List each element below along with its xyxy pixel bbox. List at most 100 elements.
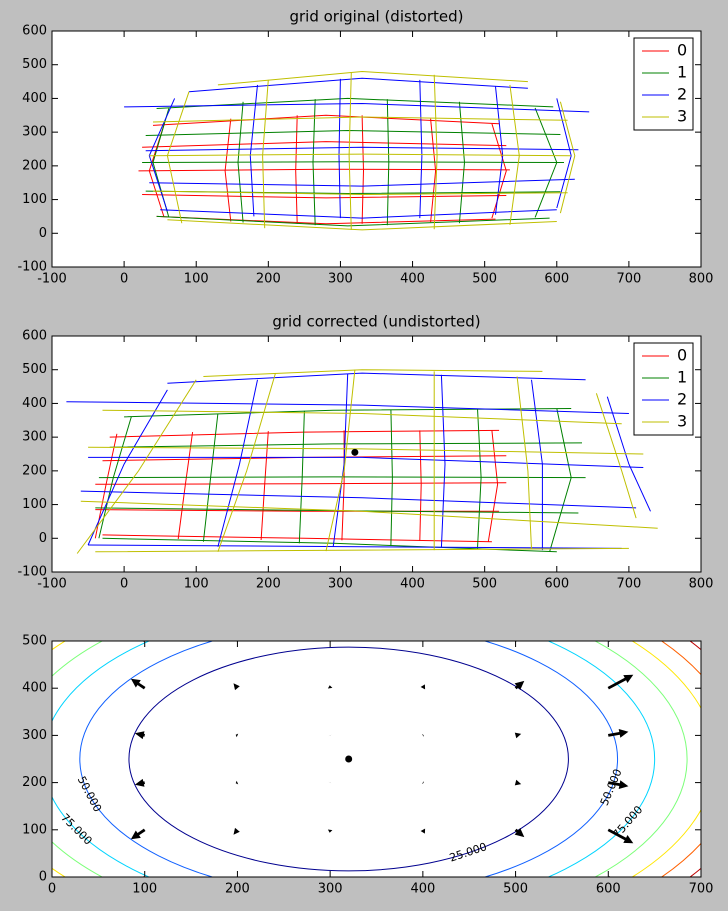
grid-line bbox=[88, 544, 622, 549]
x-tick-label: 500 bbox=[472, 272, 497, 287]
grid-line bbox=[217, 379, 258, 547]
arrow bbox=[328, 734, 332, 737]
grid-line bbox=[160, 209, 557, 219]
legend-label: 3 bbox=[677, 107, 687, 126]
grid-line bbox=[516, 376, 532, 550]
grid-line bbox=[477, 408, 482, 549]
legend-label: 2 bbox=[677, 390, 687, 409]
y-tick-label: 300 bbox=[22, 125, 47, 140]
y-tick-label: 400 bbox=[22, 396, 47, 411]
grid-line bbox=[249, 84, 258, 217]
legend-box bbox=[633, 342, 694, 436]
grid-line bbox=[138, 168, 510, 172]
x-tick-label: 0 bbox=[120, 577, 128, 592]
arrow bbox=[130, 828, 146, 840]
grid-line bbox=[102, 534, 492, 543]
arrow bbox=[608, 729, 629, 738]
grid-line bbox=[595, 393, 637, 519]
legend-box bbox=[633, 37, 694, 131]
y-tick-label: 500 bbox=[22, 362, 47, 377]
grid-line bbox=[559, 101, 576, 214]
arrow bbox=[130, 678, 146, 690]
arrow bbox=[235, 733, 239, 738]
x-tick-label: -100 bbox=[37, 272, 67, 287]
grid-line bbox=[167, 372, 586, 384]
contour bbox=[128, 646, 569, 872]
grid-line bbox=[217, 372, 276, 552]
arrow bbox=[134, 731, 145, 740]
grid-line bbox=[149, 178, 575, 187]
arrow bbox=[607, 674, 634, 690]
grid-line bbox=[142, 161, 565, 163]
contour bbox=[79, 641, 618, 877]
plot-area bbox=[66, 369, 658, 554]
grid-line bbox=[80, 490, 637, 509]
grid-line bbox=[152, 114, 500, 126]
y-tick-label: -100 bbox=[17, 565, 47, 580]
x-tick-label: 700 bbox=[616, 272, 641, 287]
grid-line bbox=[88, 456, 644, 468]
y-tick-label: 400 bbox=[22, 681, 47, 696]
arrow bbox=[514, 828, 525, 838]
axes-background bbox=[52, 31, 701, 267]
x-tick-label: 500 bbox=[503, 882, 528, 897]
center-point bbox=[351, 448, 359, 456]
arrow bbox=[700, 733, 701, 736]
arrow bbox=[420, 684, 426, 690]
grid-line bbox=[95, 547, 629, 553]
y-tick-label: 100 bbox=[22, 192, 47, 207]
y-tick-label: 100 bbox=[22, 822, 47, 837]
grid-line bbox=[98, 476, 586, 479]
legend-label: 2 bbox=[677, 85, 687, 104]
arrow bbox=[607, 828, 634, 844]
y-tick-label: 0 bbox=[39, 226, 47, 241]
arrow bbox=[700, 829, 701, 832]
grid-line bbox=[509, 84, 520, 225]
y-tick-label: 200 bbox=[22, 158, 47, 173]
grid-line bbox=[332, 373, 349, 547]
x-tick-label: 200 bbox=[256, 272, 281, 287]
arrow bbox=[327, 685, 333, 689]
grid-line bbox=[348, 72, 352, 230]
axes-frame bbox=[51, 640, 702, 878]
y-tick-label: 0 bbox=[39, 531, 47, 546]
arrow bbox=[233, 827, 240, 835]
axes-background bbox=[52, 336, 701, 572]
grid-line bbox=[152, 116, 568, 123]
grid-line bbox=[419, 79, 423, 219]
grid-line bbox=[295, 115, 298, 224]
grid-line bbox=[338, 78, 341, 219]
y-tick-label: 0 bbox=[39, 870, 47, 885]
y-tick-label: 600 bbox=[22, 329, 47, 344]
legend-label: 0 bbox=[677, 41, 687, 60]
grid-line bbox=[87, 389, 168, 546]
grid-line bbox=[262, 79, 269, 229]
x-tick-label: 400 bbox=[400, 272, 425, 287]
center-point bbox=[345, 755, 353, 763]
x-tick-label: 400 bbox=[410, 882, 435, 897]
axes-frame bbox=[51, 30, 702, 268]
grid-line bbox=[325, 369, 356, 552]
grid-line bbox=[177, 432, 194, 540]
arrow bbox=[608, 641, 611, 642]
grid-line bbox=[458, 101, 466, 224]
grid-line bbox=[203, 369, 543, 377]
x-tick-label: 200 bbox=[256, 577, 281, 592]
x-tick-label: 100 bbox=[184, 577, 209, 592]
grid-line bbox=[217, 70, 528, 86]
legend: 0 1 2 3 bbox=[633, 342, 694, 436]
x-tick-label: 400 bbox=[400, 577, 425, 592]
grid-line bbox=[152, 190, 568, 196]
grid-line bbox=[433, 74, 438, 230]
grid-line bbox=[312, 99, 316, 226]
grid-line bbox=[88, 446, 644, 455]
grid-line bbox=[166, 91, 190, 224]
arrow bbox=[422, 734, 424, 737]
arrow bbox=[142, 641, 145, 642]
arrow bbox=[233, 683, 240, 691]
arrow bbox=[514, 680, 525, 690]
arrow bbox=[328, 641, 331, 642]
grid-line bbox=[534, 107, 558, 218]
